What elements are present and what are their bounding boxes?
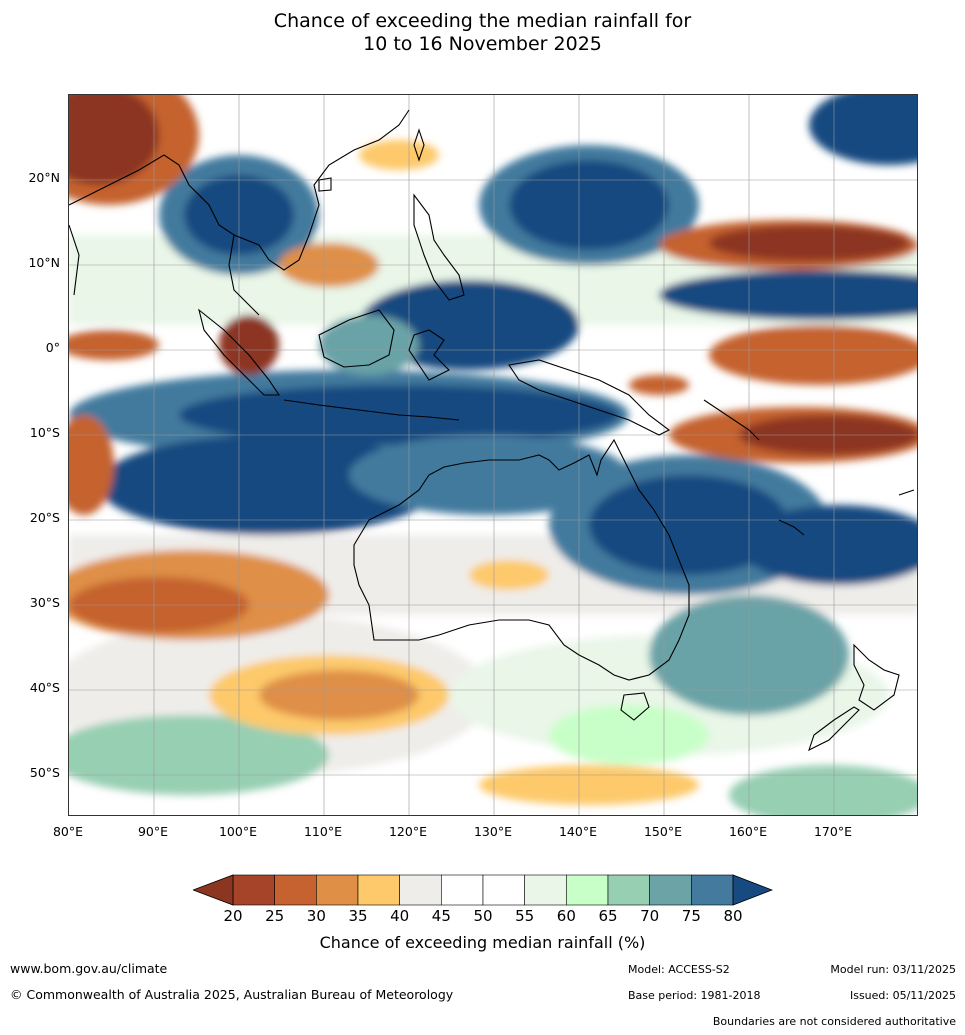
footer-base-period: Base period: 1981-2018 xyxy=(628,989,761,1002)
colorbar-tick-label: 20 xyxy=(223,907,243,925)
colorbar-cells xyxy=(232,874,734,906)
philippines-outline xyxy=(413,193,465,301)
colorbar-tick-label: 80 xyxy=(723,907,743,925)
colorbar-cell xyxy=(274,874,317,906)
chart-title: Chance of exceeding the median rainfall … xyxy=(0,10,965,56)
new-guinea-outline xyxy=(508,359,671,436)
se-asia-outline xyxy=(69,109,410,271)
tasmania-outline xyxy=(620,692,650,721)
colorbar-tick-label: 50 xyxy=(473,907,493,925)
coastlines xyxy=(69,109,915,752)
borneo-outline xyxy=(318,309,395,368)
colorbar-cell xyxy=(649,874,692,906)
graticule xyxy=(69,95,917,815)
sumatra-outline xyxy=(198,308,281,396)
colorbar-under-arrow xyxy=(193,874,234,906)
sulawesi-outline xyxy=(408,329,450,381)
colorbar-label: Chance of exceeding median rainfall (%) xyxy=(319,933,646,952)
colorbar-cell xyxy=(566,874,609,906)
colorbar-cell xyxy=(482,874,525,906)
lon-label-150e: 150°E xyxy=(643,824,682,839)
colorbar-cell xyxy=(357,874,400,906)
new-caledonia-outline xyxy=(778,519,805,536)
colorbar-cell xyxy=(607,874,650,906)
australia-outline xyxy=(353,438,690,681)
solomon-islands-outline xyxy=(703,399,760,441)
colorbar-cell xyxy=(399,874,442,906)
lat-label-10s: 10°S xyxy=(29,425,60,440)
lon-label-160e: 160°E xyxy=(728,824,767,839)
colorbar xyxy=(193,874,773,906)
taiwan-outline xyxy=(413,128,425,162)
nz-north-outline xyxy=(853,643,900,711)
footer-model-run: Model run: 03/11/2025 xyxy=(830,963,956,976)
colorbar-cell xyxy=(441,874,484,906)
colorbar-cell xyxy=(691,874,734,906)
colorbar-cell xyxy=(316,874,359,906)
colorbar-tick-label: 75 xyxy=(681,907,701,925)
lat-label-20s: 20°S xyxy=(29,510,60,525)
colorbar-cell xyxy=(232,874,275,906)
colorbar-tick-label: 70 xyxy=(640,907,660,925)
java-outline xyxy=(283,399,460,421)
footer-disclaimer: Boundaries are not considered authoritat… xyxy=(712,1015,956,1028)
footer-copyright: © Commonwealth of Australia 2025, Austra… xyxy=(10,987,454,1002)
lon-label-80e: 80°E xyxy=(52,824,84,839)
lat-label-50s: 50°S xyxy=(29,765,60,780)
lon-label-120e: 120°E xyxy=(388,824,427,839)
lon-label-170e: 170°E xyxy=(813,824,852,839)
india-outline xyxy=(69,224,80,296)
colorbar-tick-label: 25 xyxy=(265,907,285,925)
lat-label-10n: 10°N xyxy=(28,255,60,270)
colorbar-tick-label: 30 xyxy=(306,907,326,925)
nz-south-outline xyxy=(808,706,860,752)
title-line-2: 10 to 16 November 2025 xyxy=(363,33,602,55)
footer-website: www.bom.gov.au/climate xyxy=(10,961,168,976)
colorbar-tick-label: 35 xyxy=(348,907,368,925)
lon-label-100e: 100°E xyxy=(218,824,257,839)
footer-issued: Issued: 05/11/2025 xyxy=(849,989,956,1002)
lon-label-140e: 140°E xyxy=(558,824,597,839)
map-canvas xyxy=(69,95,917,815)
colorbar-cell xyxy=(524,874,567,906)
rainfall-map xyxy=(68,94,918,816)
colorbar-tick-label: 60 xyxy=(556,907,576,925)
lat-label-0: 0° xyxy=(45,340,60,355)
colorbar-tick-label: 45 xyxy=(431,907,451,925)
colorbar-over-arrow xyxy=(732,874,773,906)
title-line-1: Chance of exceeding the median rainfall … xyxy=(273,10,692,32)
lon-label-90e: 90°E xyxy=(137,824,169,839)
lat-label-40s: 40°S xyxy=(29,680,60,695)
colorbar-tick-label: 55 xyxy=(515,907,535,925)
lat-label-20n: 20°N xyxy=(28,170,60,185)
lon-label-110e: 110°E xyxy=(303,824,342,839)
malay-peninsula-outline xyxy=(228,234,260,316)
colorbar-tick-label: 65 xyxy=(598,907,618,925)
fiji-outline xyxy=(898,489,915,496)
hainan-outline xyxy=(318,177,332,192)
lat-label-30s: 30°S xyxy=(29,595,60,610)
colorbar-tick-label: 40 xyxy=(390,907,410,925)
lon-label-130e: 130°E xyxy=(473,824,512,839)
footer-model: Model: ACCESS-S2 xyxy=(628,963,730,976)
